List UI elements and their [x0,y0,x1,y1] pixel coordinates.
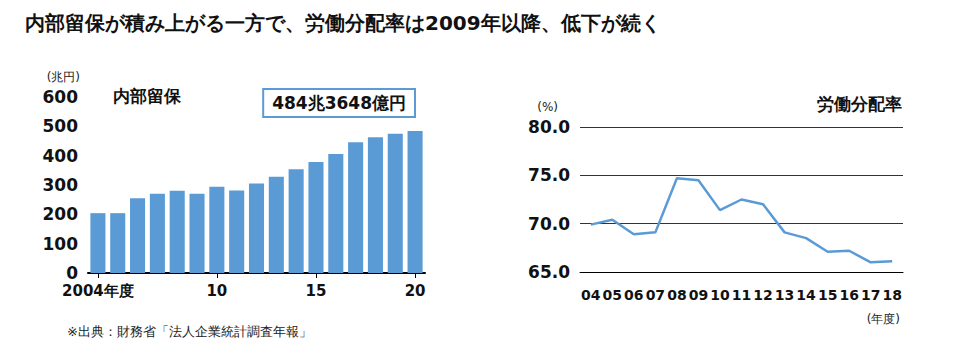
svg-text:08: 08 [667,287,686,303]
svg-text:労働分配率: 労働分配率 [817,94,902,114]
svg-text:70.0: 70.0 [528,214,570,234]
svg-text:0: 0 [66,263,78,283]
svg-text:400: 400 [43,146,79,166]
svg-text:75.0: 75.0 [528,165,570,185]
svg-text:06: 06 [624,287,643,303]
svg-text:※出典：財務省「法人企業統計調査年報」: ※出典：財務省「法人企業統計調査年報」 [67,324,312,339]
svg-text:内部留保: 内部留保 [113,86,182,106]
svg-text:11: 11 [732,287,751,303]
svg-text:15: 15 [306,282,327,300]
svg-text:04: 04 [581,287,601,303]
svg-text:12: 12 [753,287,772,303]
svg-text:13: 13 [775,287,794,303]
svg-text:65.0: 65.0 [528,262,570,282]
svg-text:(年度): (年度) [867,312,900,326]
svg-text:(兆円): (兆円) [47,70,80,84]
svg-text:18: 18 [882,287,901,303]
svg-text:2004年度: 2004年度 [62,282,134,300]
svg-text:(%): (%) [537,100,558,114]
svg-text:300: 300 [43,175,79,195]
svg-text:07: 07 [646,287,665,303]
svg-text:484兆3648億円: 484兆3648億円 [272,93,406,113]
svg-text:80.0: 80.0 [528,117,570,137]
svg-text:600: 600 [43,87,79,107]
svg-text:200: 200 [43,204,79,224]
svg-text:内部留保が積み上がる一方で、労働分配率は2009年以降、低下: 内部留保が積み上がる一方で、労働分配率は2009年以降、低下が続く [25,11,661,35]
svg-text:05: 05 [603,287,622,303]
svg-text:100: 100 [43,234,79,254]
svg-text:10: 10 [206,282,227,300]
svg-text:15: 15 [818,287,837,303]
svg-text:10: 10 [710,287,730,303]
svg-text:16: 16 [839,287,858,303]
svg-text:09: 09 [689,287,708,303]
svg-text:17: 17 [861,287,880,303]
svg-text:14: 14 [796,287,816,303]
svg-text:500: 500 [43,116,79,136]
svg-text:20: 20 [405,282,426,300]
